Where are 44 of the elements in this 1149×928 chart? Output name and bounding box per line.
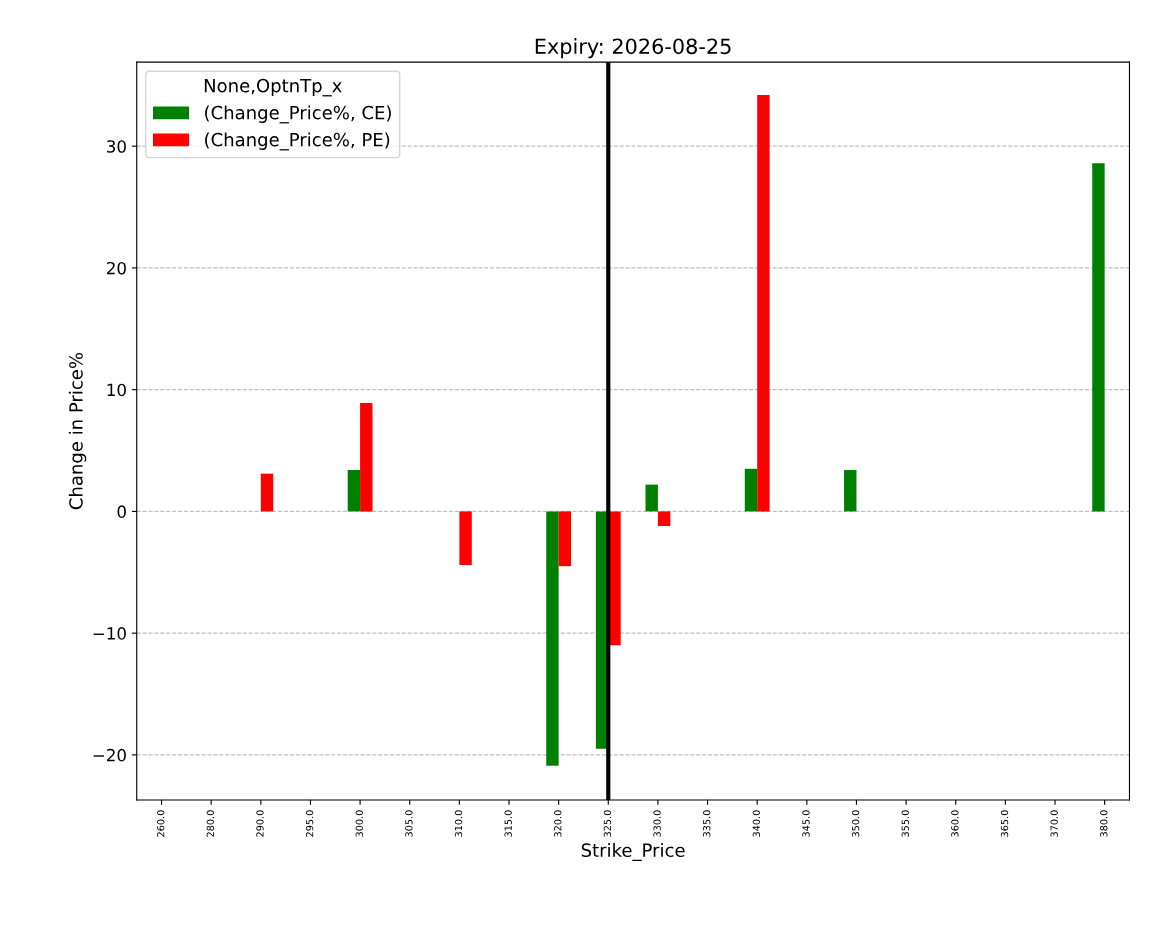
bar	[347, 470, 361, 512]
x-tick-label: 320.0	[554, 810, 562, 837]
bar	[558, 511, 572, 567]
x-tick-label: 340.0	[752, 810, 761, 837]
y-tick-label: 20	[107, 261, 126, 275]
x-tick-label: 295.0	[305, 810, 314, 837]
y-tick-label: −10	[93, 627, 126, 640]
bar	[1092, 163, 1105, 512]
bar	[260, 473, 274, 512]
bar	[757, 95, 770, 512]
bar	[645, 484, 658, 512]
x-tick-label: 290.0	[256, 810, 264, 837]
legend-label: (Change_Price%, PE)	[205, 132, 390, 151]
x-tick-label: 325.0	[603, 810, 612, 837]
legend-title: None,OptnTp_x	[204, 78, 342, 97]
x-tick-label: 335.0	[703, 810, 711, 837]
y-tick-label: 10	[107, 383, 126, 397]
x-tick-label: 310.0	[454, 810, 463, 837]
y-axis-title: Change in Price%	[68, 352, 87, 510]
x-tick-label: 365.0	[1000, 810, 1009, 837]
y-tick-label: 30	[107, 140, 126, 153]
chart-title: Expiry: 2026-08-25	[535, 38, 731, 59]
bar	[459, 511, 472, 565]
x-tick-label: 350.0	[851, 810, 860, 837]
x-tick-label: 260.0	[157, 810, 165, 837]
bar	[546, 511, 559, 766]
x-tick-label: 345.0	[802, 810, 810, 837]
bar	[360, 403, 373, 512]
x-tick-label: 315.0	[504, 810, 512, 837]
x-tick-label: 305.0	[405, 810, 413, 837]
legend-label: (Change_Price%, CE)	[205, 105, 391, 124]
x-tick-label: 380.0	[1100, 810, 1108, 837]
bar	[657, 511, 671, 527]
x-tick-label: 330.0	[653, 810, 661, 837]
y-tick-label: −20	[93, 748, 126, 762]
x-tick-label: 280.0	[206, 810, 215, 837]
x-axis-title: Strike_Price	[581, 843, 685, 862]
x-tick-label: 300.0	[355, 810, 363, 837]
x-tick-label: 360.0	[951, 810, 959, 837]
bar	[844, 470, 857, 512]
bar	[744, 468, 758, 512]
x-tick-label: 355.0	[901, 810, 909, 837]
x-tick-label: 370.0	[1050, 810, 1058, 837]
y-tick-label: 0	[117, 505, 126, 518]
